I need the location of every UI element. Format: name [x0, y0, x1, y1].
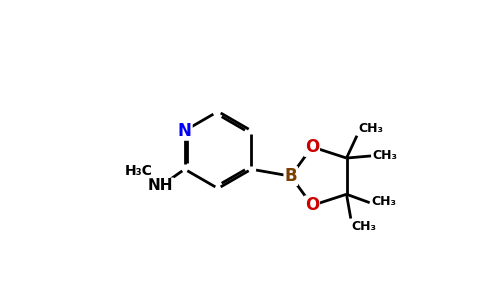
Text: CH₃: CH₃	[351, 220, 377, 233]
Text: NH: NH	[148, 178, 173, 194]
Text: CH₃: CH₃	[359, 122, 383, 135]
Text: H₃C: H₃C	[125, 164, 152, 178]
Text: B: B	[285, 167, 297, 185]
Text: N: N	[178, 122, 192, 140]
Text: H₃C: H₃C	[125, 164, 152, 178]
Text: NH: NH	[148, 178, 173, 194]
Text: CH₃: CH₃	[373, 149, 397, 162]
Text: O: O	[305, 196, 319, 214]
Text: O: O	[305, 196, 319, 214]
Text: B: B	[285, 167, 297, 185]
Text: O: O	[305, 138, 319, 156]
Text: O: O	[305, 138, 319, 156]
Text: N: N	[178, 122, 192, 140]
Text: CH₃: CH₃	[371, 195, 396, 208]
